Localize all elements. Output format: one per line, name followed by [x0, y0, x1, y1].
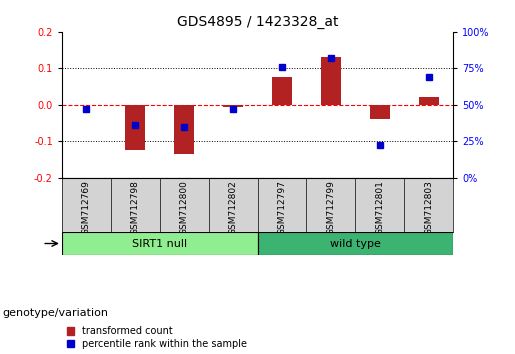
Bar	[223, 105, 243, 107]
Bar	[272, 78, 291, 105]
Text: GSM712801: GSM712801	[375, 180, 384, 235]
Bar	[321, 57, 340, 105]
Bar	[370, 105, 389, 119]
Text: SIRT1 null: SIRT1 null	[132, 239, 187, 249]
Text: genotype/variation: genotype/variation	[3, 308, 109, 318]
Text: GSM712802: GSM712802	[229, 180, 237, 235]
Text: GSM712798: GSM712798	[131, 180, 140, 235]
Bar	[174, 105, 194, 154]
Text: GSM712803: GSM712803	[424, 180, 433, 235]
FancyBboxPatch shape	[62, 232, 258, 255]
Bar	[419, 97, 438, 105]
Legend: transformed count, percentile rank within the sample: transformed count, percentile rank withi…	[66, 326, 247, 349]
Text: wild type: wild type	[330, 239, 381, 249]
FancyBboxPatch shape	[258, 232, 453, 255]
Text: GSM712799: GSM712799	[327, 180, 335, 235]
Title: GDS4895 / 1423328_at: GDS4895 / 1423328_at	[177, 16, 338, 29]
Text: GSM712797: GSM712797	[278, 180, 286, 235]
Bar	[125, 105, 145, 150]
Text: GSM712800: GSM712800	[180, 180, 188, 235]
Text: GSM712769: GSM712769	[82, 180, 91, 235]
